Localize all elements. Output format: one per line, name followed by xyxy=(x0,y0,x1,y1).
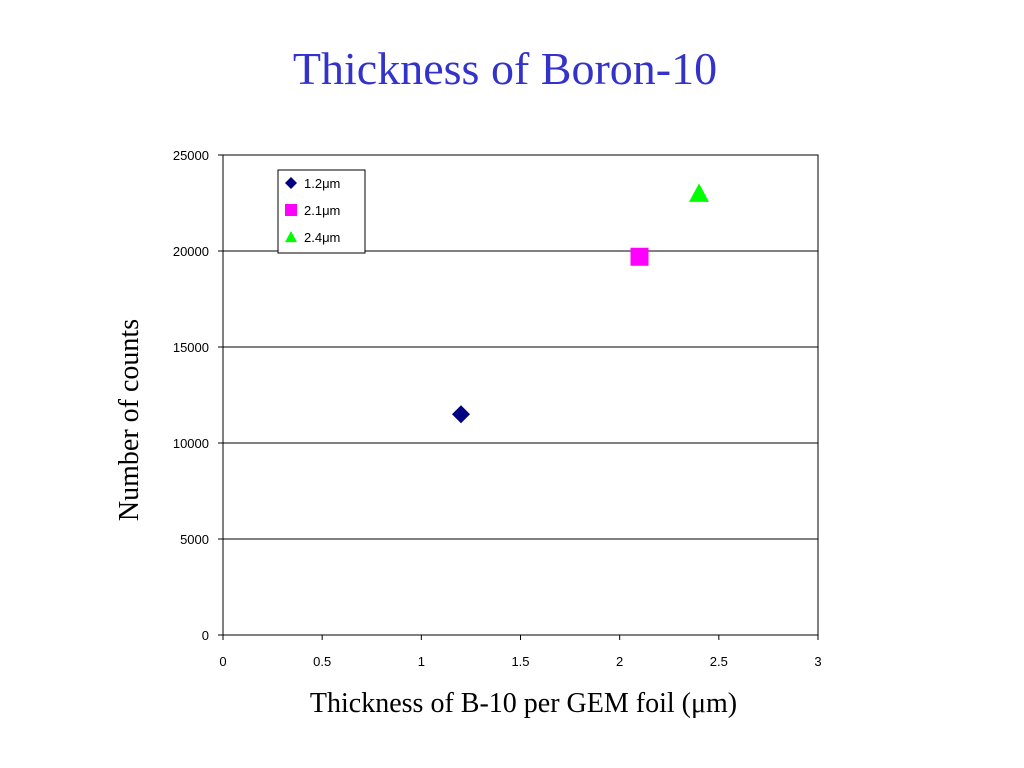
slide-title: Thickness of Boron-10 xyxy=(292,43,718,94)
x-tick-label: 0 xyxy=(219,654,226,669)
x-tick-label: 1 xyxy=(418,654,425,669)
data-point-triangle xyxy=(689,183,709,202)
data-point-diamond xyxy=(452,405,470,424)
legend: 1.2μm 2.1μm 2.4μm xyxy=(277,169,366,254)
y-tick-label: 0 xyxy=(202,628,209,643)
tick-labels: 0 5000 10000 15000 20000 25000 0 0.5 1 1.5 2 2.5 3 xyxy=(173,148,822,669)
legend-marker-square xyxy=(285,204,297,216)
legend-marker-diamond xyxy=(285,177,297,189)
data-point-square xyxy=(630,247,649,266)
x-tick-label: 1.5 xyxy=(511,654,529,669)
x-tick-label: 0.5 xyxy=(313,654,331,669)
legend-label: 2.4μm xyxy=(304,230,340,245)
x-tick-label: 2 xyxy=(616,654,623,669)
x-tick-label: 3 xyxy=(814,654,821,669)
y-axis-title: Number of counts xyxy=(114,319,145,521)
axis-ticks xyxy=(218,154,819,640)
y-tick-label: 10000 xyxy=(173,436,209,451)
grid-lines xyxy=(223,250,818,540)
legend-label: 1.2μm xyxy=(304,176,340,191)
x-axis-title: Thickness of B-10 per GEM foil (μm) xyxy=(310,688,737,719)
x-tick-label: 2.5 xyxy=(710,654,728,669)
y-tick-label: 25000 xyxy=(173,148,209,163)
legend-marker-triangle xyxy=(285,231,297,243)
y-tick-label: 15000 xyxy=(173,340,209,355)
legend-label: 2.1μm xyxy=(304,203,340,218)
data-points xyxy=(452,183,709,424)
y-tick-label: 20000 xyxy=(173,244,209,259)
y-tick-label: 5000 xyxy=(180,532,209,547)
